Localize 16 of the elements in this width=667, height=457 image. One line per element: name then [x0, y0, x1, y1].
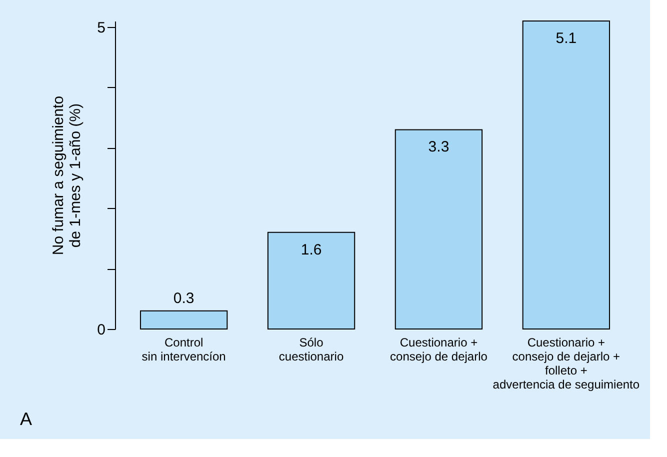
data-label: 0.3 — [173, 290, 194, 307]
y-tick-label: 5 — [97, 20, 106, 37]
y-axis-title: No fumar a seguimiento de 1-mes y 1-año (%) — [50, 96, 84, 256]
bar — [522, 20, 610, 330]
x-tick-label: Cuestionario + consejo de dejarlo — [390, 336, 488, 364]
text: A — [20, 409, 32, 429]
bar — [394, 129, 483, 330]
bar — [267, 232, 356, 330]
data-label: 5.1 — [556, 30, 577, 47]
x-tick-label: Cuestionario + consejo de dejarlo + folleto + advertencia de seguimiento — [492, 336, 640, 392]
x-tick-label: Control sin intervencíon — [142, 336, 226, 364]
data-label: 3.3 — [428, 138, 450, 156]
data-label: 1.6 — [300, 241, 322, 258]
y-tick-label: 0 — [97, 322, 106, 338]
x-tick-label: Sólo cuestionario — [278, 336, 344, 364]
bar — [140, 310, 228, 330]
